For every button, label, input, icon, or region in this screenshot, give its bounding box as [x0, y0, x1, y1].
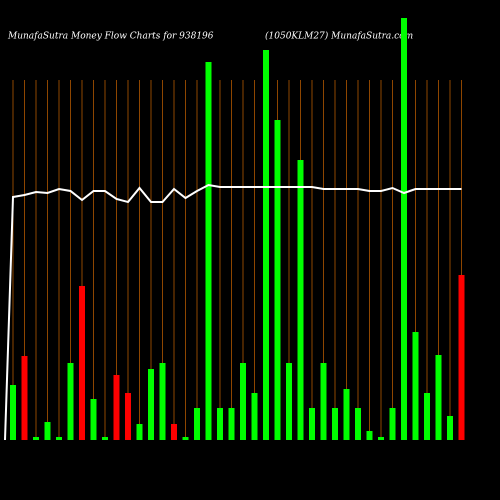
bar	[332, 408, 338, 440]
bar	[366, 431, 373, 440]
bar	[148, 369, 154, 440]
bar	[447, 416, 453, 440]
chart-subtitle: (1050KLM27) MunafaSutra.com	[265, 31, 413, 42]
bar	[355, 408, 361, 440]
line	[4, 183, 462, 441]
bar	[240, 363, 246, 440]
bar	[21, 356, 28, 440]
bar	[79, 286, 85, 440]
bar	[297, 160, 304, 440]
bar	[205, 62, 212, 440]
bar	[217, 408, 223, 440]
bar	[458, 275, 465, 440]
bar	[309, 408, 315, 440]
bar	[401, 18, 407, 440]
bar	[159, 363, 166, 440]
bar	[56, 437, 62, 440]
bar	[136, 424, 143, 440]
bar	[10, 385, 16, 440]
bar	[263, 50, 269, 440]
bar	[378, 437, 384, 440]
bar	[33, 437, 39, 440]
bar	[320, 363, 327, 440]
bar	[274, 120, 281, 440]
bar	[182, 437, 189, 440]
bar	[435, 355, 442, 440]
bar	[44, 422, 51, 440]
chart-title: MunafaSutra Money Flow Charts for 938196	[7, 32, 214, 42]
bar	[424, 393, 430, 440]
bar	[343, 389, 350, 440]
bar	[286, 363, 292, 440]
bar	[412, 332, 419, 440]
bar	[389, 408, 396, 440]
bar	[67, 363, 74, 440]
bar	[90, 399, 97, 440]
bar	[251, 393, 258, 440]
bar	[171, 424, 177, 440]
bar	[125, 393, 131, 440]
bar	[194, 408, 200, 440]
bar	[102, 437, 108, 440]
bar	[113, 375, 120, 440]
bar	[228, 408, 235, 440]
